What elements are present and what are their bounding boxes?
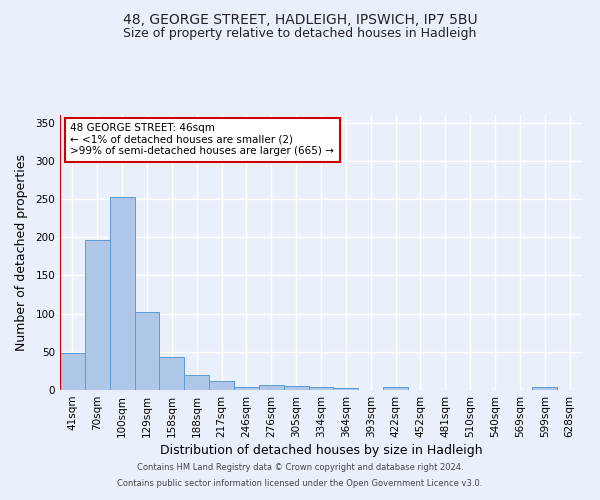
Bar (284, 386, 308, 390)
Bar (134, 312, 160, 390)
Bar (85, 240, 110, 390)
Bar (110, 198, 134, 390)
Bar (234, 387, 259, 390)
Bar (532, 387, 557, 390)
X-axis label: Distribution of detached houses by size in Hadleigh: Distribution of detached houses by size … (160, 444, 482, 457)
Text: Contains HM Land Registry data © Crown copyright and database right 2024.: Contains HM Land Registry data © Crown c… (137, 464, 463, 472)
Bar (383, 387, 408, 390)
Text: 48, GEORGE STREET, HADLEIGH, IPSWICH, IP7 5BU: 48, GEORGE STREET, HADLEIGH, IPSWICH, IP… (122, 12, 478, 26)
Bar (259, 386, 284, 390)
Text: 48 GEORGE STREET: 46sqm
← <1% of detached houses are smaller (2)
>99% of semi-de: 48 GEORGE STREET: 46sqm ← <1% of detache… (70, 123, 334, 156)
Y-axis label: Number of detached properties: Number of detached properties (16, 154, 28, 351)
Bar (334, 388, 358, 390)
Bar (160, 357, 184, 390)
Bar (60, 354, 85, 390)
Bar (308, 387, 334, 390)
Bar (209, 381, 234, 390)
Text: Size of property relative to detached houses in Hadleigh: Size of property relative to detached ho… (124, 28, 476, 40)
Bar (184, 376, 209, 390)
Text: Contains public sector information licensed under the Open Government Licence v3: Contains public sector information licen… (118, 478, 482, 488)
